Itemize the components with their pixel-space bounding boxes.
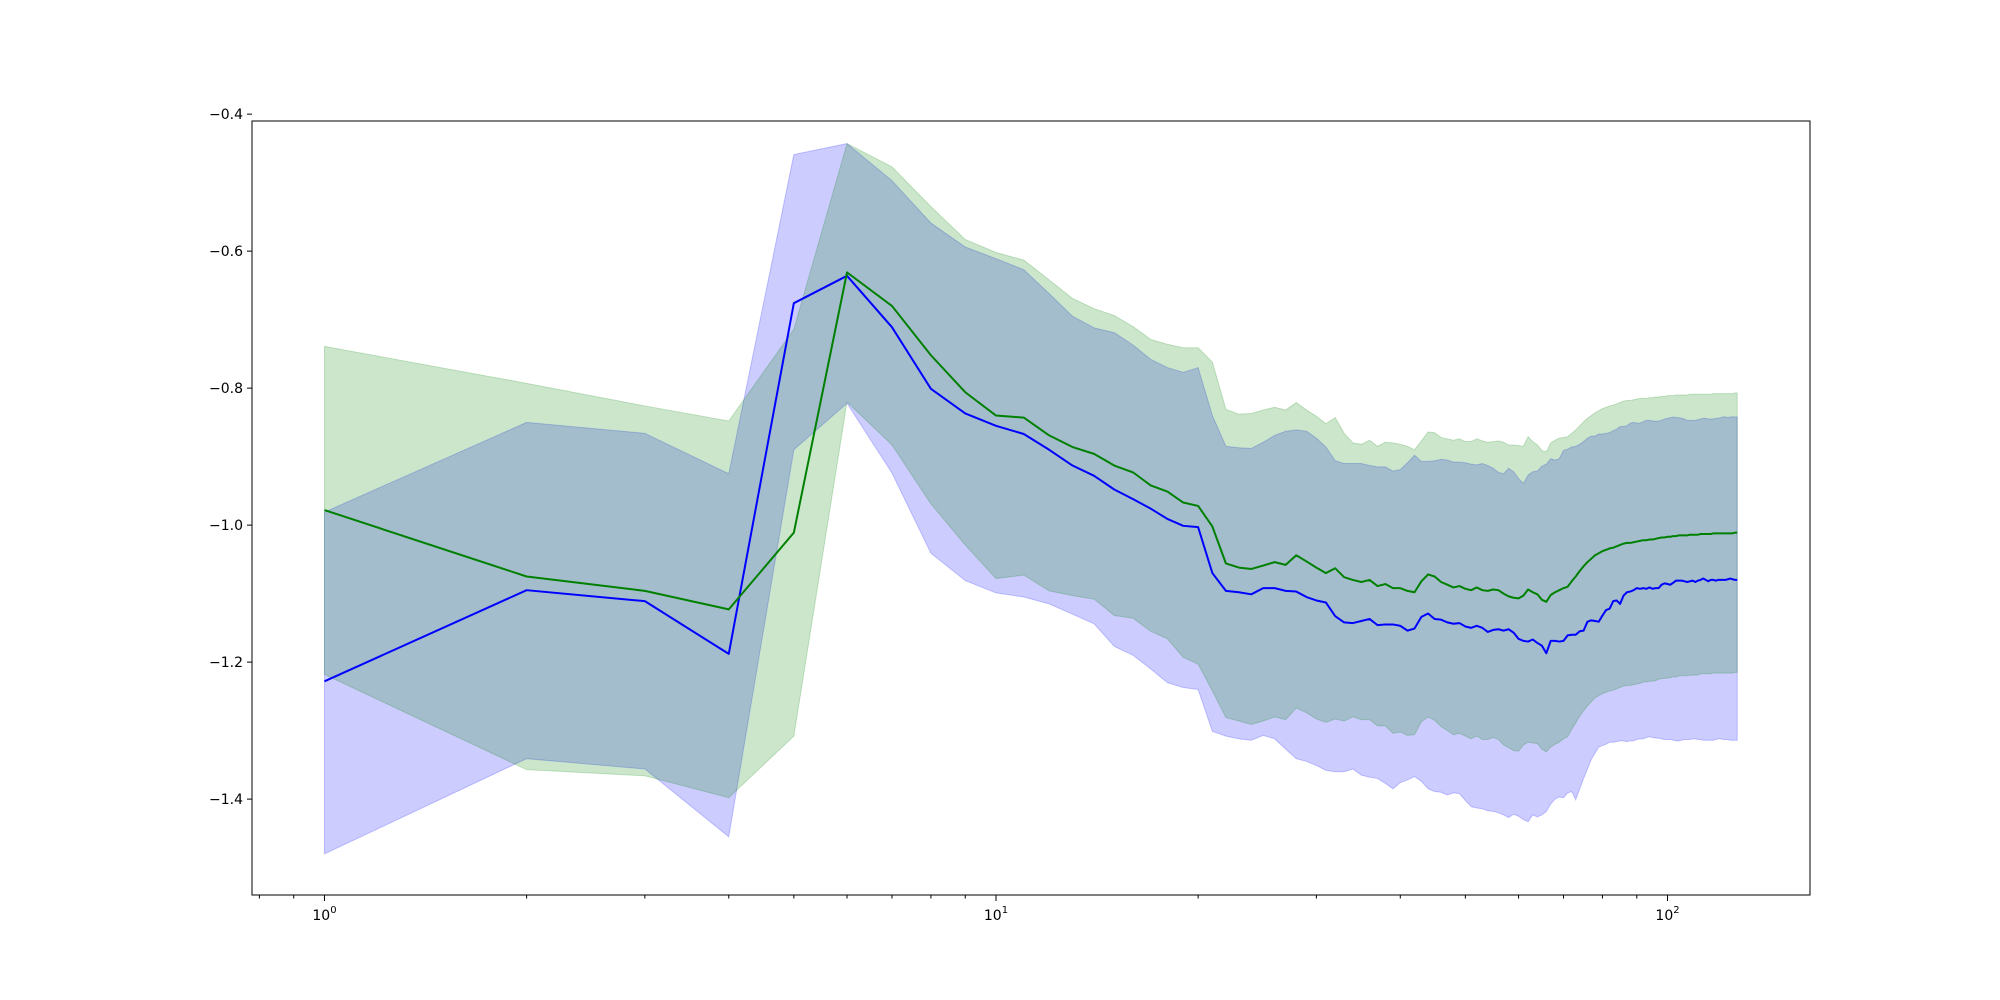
x-tick-exponent: 1 xyxy=(1002,905,1008,916)
series-2-line xyxy=(324,271,1738,611)
y-tick-label: −1.0 xyxy=(209,518,243,534)
x-tick-label: 101 xyxy=(984,905,1008,924)
y-tick-label: −0.8 xyxy=(209,381,243,397)
y-tick-label: −0.6 xyxy=(209,244,243,260)
x-tick-exponent: 2 xyxy=(1673,905,1679,916)
x-tick-base: 10 xyxy=(1655,908,1673,924)
y-tick-label: −1.4 xyxy=(209,792,243,808)
plot-frame xyxy=(251,120,1811,896)
x-tick-base: 10 xyxy=(984,908,1002,924)
confidence-bands xyxy=(323,142,1738,855)
x-tick-base: 10 xyxy=(312,908,330,924)
series-lines xyxy=(324,271,1738,683)
series-1-band xyxy=(323,143,1738,855)
y-tick-label: −0.4 xyxy=(209,107,243,123)
x-tick-exponent: 0 xyxy=(330,905,336,916)
y-tick-label: −1.2 xyxy=(209,655,243,671)
series-2-band xyxy=(323,142,1738,799)
x-tick-label: 100 xyxy=(312,905,336,924)
x-tick-label: 102 xyxy=(1655,905,1679,924)
series-1-line xyxy=(324,274,1738,683)
